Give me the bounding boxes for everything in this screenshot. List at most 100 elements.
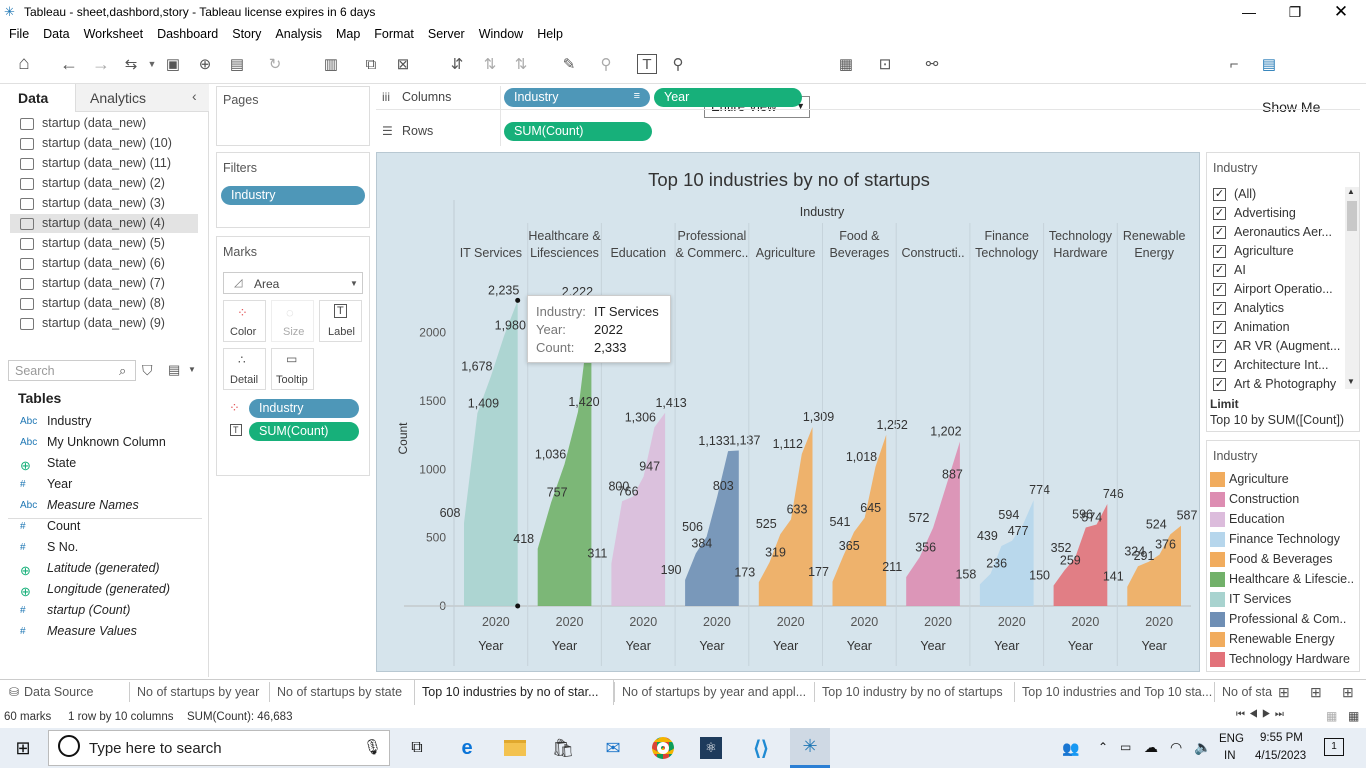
menu-item-file[interactable]: File <box>9 27 30 41</box>
save-icon[interactable]: ▣ <box>165 56 181 73</box>
sheet-navigation-icon[interactable]: ⏮◀▶⏭ <box>1236 709 1288 720</box>
restore-button[interactable]: ❐ <box>1288 3 1302 20</box>
filter-item[interactable]: AI <box>1234 263 1246 277</box>
legend-item[interactable]: Healthcare & Lifescie.. <box>1229 572 1355 586</box>
checkbox[interactable]: ✓ <box>1213 378 1226 391</box>
datasource-item[interactable]: startup (data_new) (6) <box>42 256 165 270</box>
tab-analytics[interactable]: Analytics ‹ <box>76 84 209 112</box>
filter-icon[interactable]: ⛉ <box>142 362 153 378</box>
people-icon[interactable]: 👥 <box>1062 739 1080 756</box>
new-dashboard-tab-icon[interactable]: ⊞ <box>1310 684 1322 700</box>
sheet-tab[interactable]: No of startups by state <box>277 685 403 699</box>
language-bottom[interactable]: IN <box>1224 750 1236 762</box>
scroll-down-icon[interactable]: ▼ <box>1347 377 1355 386</box>
clock-date[interactable]: 4/15/2023 <box>1255 750 1307 762</box>
pause-updates-icon[interactable]: ▤ <box>229 56 245 73</box>
sheet-tab[interactable]: Top 10 industries by no of star... <box>422 685 599 699</box>
field-item[interactable]: Year <box>47 477 73 491</box>
rows-pill-sum-count[interactable]: SUM(Count) <box>504 122 652 141</box>
field-item[interactable]: startup (Count) <box>47 603 131 617</box>
language-top[interactable]: ENG <box>1219 733 1244 745</box>
sheet-tab[interactable]: No of sta <box>1222 685 1273 699</box>
menu-item-analysis[interactable]: Analysis <box>275 27 322 41</box>
new-worksheet-tab-icon[interactable]: ⊞ <box>1278 684 1290 700</box>
color-button[interactable]: ⁘ Color <box>223 300 266 342</box>
checkbox[interactable]: ✓ <box>1213 321 1226 334</box>
filter-item[interactable]: Advertising <box>1234 206 1296 220</box>
marks-pill-industry[interactable]: Industry <box>249 399 359 418</box>
show-labels-icon[interactable]: T <box>637 54 657 74</box>
menu-item-story[interactable]: Story <box>232 27 262 41</box>
refresh-icon[interactable]: ↻ <box>268 56 282 73</box>
menu-item-help[interactable]: Help <box>537 27 563 41</box>
label-button[interactable]: T Label <box>319 300 362 342</box>
home-icon[interactable]: ⌂ <box>18 53 30 74</box>
area-mark[interactable] <box>1053 504 1108 606</box>
redo-icon[interactable]: → <box>92 53 110 74</box>
chevron-up-icon[interactable]: ⌃ <box>1098 740 1109 754</box>
area-mark[interactable] <box>464 300 518 606</box>
field-item[interactable]: S No. <box>47 540 79 554</box>
area-mark[interactable] <box>758 427 813 606</box>
undo-icon[interactable]: ← <box>60 53 78 74</box>
file-explorer-icon[interactable] <box>500 735 530 761</box>
cloud-icon[interactable]: ☁ <box>1144 739 1158 755</box>
edge-icon[interactable]: e <box>461 736 473 759</box>
legend-item[interactable]: Education <box>1229 512 1285 526</box>
battery-icon[interactable]: ▭ <box>1120 740 1132 754</box>
legend-item[interactable]: Agriculture <box>1229 472 1289 486</box>
field-item[interactable]: Latitude (generated) <box>47 561 160 575</box>
datasource-item[interactable]: startup (data_new) (3) <box>42 196 165 210</box>
field-item[interactable]: My Unknown Column <box>47 435 166 449</box>
checkbox[interactable]: ✓ <box>1213 302 1226 315</box>
datasource-item[interactable]: startup (data_new) (4) <box>42 216 165 230</box>
close-button[interactable]: ✕ <box>1333 2 1349 21</box>
filter-item[interactable]: Animation <box>1234 320 1290 334</box>
marks-pill-sum-count[interactable]: SUM(Count) <box>249 422 359 441</box>
highlight-icon[interactable]: ✎ <box>562 56 576 73</box>
legend-item[interactable]: IT Services <box>1229 592 1292 606</box>
swap-rows-columns-icon[interactable]: ⇵ <box>450 56 464 73</box>
menu-item-server[interactable]: Server <box>427 27 465 41</box>
legend-item[interactable]: Renewable Energy <box>1229 632 1335 646</box>
volume-icon[interactable]: 🔈 <box>1194 739 1212 755</box>
vscode-icon[interactable]: ⟨⟩ <box>753 737 769 760</box>
legend-item[interactable]: Food & Beverages <box>1229 552 1333 566</box>
share-icon[interactable]: ⚯ <box>925 56 939 73</box>
new-datasource-icon[interactable]: ⊕ <box>198 56 212 73</box>
field-item[interactable]: Measure Names <box>47 498 139 512</box>
presentation-mode-icon[interactable]: ⊡ <box>878 56 892 73</box>
sheet-sorter-icon[interactable]: ▦ <box>1326 709 1338 723</box>
field-item[interactable]: Count <box>47 519 81 533</box>
chrome-icon[interactable] <box>648 735 678 761</box>
checkbox[interactable]: ✓ <box>1213 340 1226 353</box>
store-icon[interactable]: 🛍 <box>551 737 575 758</box>
clock-time[interactable]: 9:55 PM <box>1260 732 1303 744</box>
sheet-tab[interactable]: No of startups by year and appl... <box>622 685 807 699</box>
chevron-down-icon[interactable]: ▼ <box>147 59 157 69</box>
show-me-button[interactable]: Show Me <box>1262 99 1321 115</box>
datasource-item[interactable]: startup (data_new) (11) <box>42 156 171 170</box>
filter-item[interactable]: Analytics <box>1234 301 1285 315</box>
sort-descending-icon[interactable]: ⇅ <box>514 56 528 73</box>
mark-type-dropdown[interactable]: ◿ Area ▼ <box>223 272 363 294</box>
new-story-tab-icon[interactable]: ⊞ <box>1342 684 1354 700</box>
menu-item-window[interactable]: Window <box>478 27 524 41</box>
checkbox[interactable]: ✓ <box>1213 245 1226 258</box>
menu-item-worksheet[interactable]: Worksheet <box>83 27 144 41</box>
checkbox[interactable]: ✓ <box>1213 207 1226 220</box>
filter-item[interactable]: Airport Operatio... <box>1234 282 1333 296</box>
duplicate-sheet-icon[interactable]: ⧉ <box>365 55 377 73</box>
filter-item[interactable]: AR VR (Augment... <box>1234 339 1340 353</box>
area-mark[interactable] <box>832 434 887 606</box>
datasource-item[interactable]: startup (data_new) (10) <box>42 136 172 150</box>
swap-icon[interactable]: ⇆ <box>124 56 138 73</box>
datasource-item[interactable]: startup (data_new) (9) <box>42 316 165 330</box>
tooltip-button[interactable]: ▭ Tooltip <box>271 348 314 390</box>
filter-item[interactable]: (All) <box>1234 187 1257 201</box>
windows-start-icon[interactable]: ⊞ <box>15 737 31 758</box>
tableau-taskbar-icon[interactable]: ✳ <box>790 728 830 768</box>
chevron-down-icon[interactable]: ▼ <box>188 365 196 374</box>
sort-ascending-icon[interactable]: ⇅ <box>483 56 497 73</box>
menu-item-data[interactable]: Data <box>43 27 70 41</box>
